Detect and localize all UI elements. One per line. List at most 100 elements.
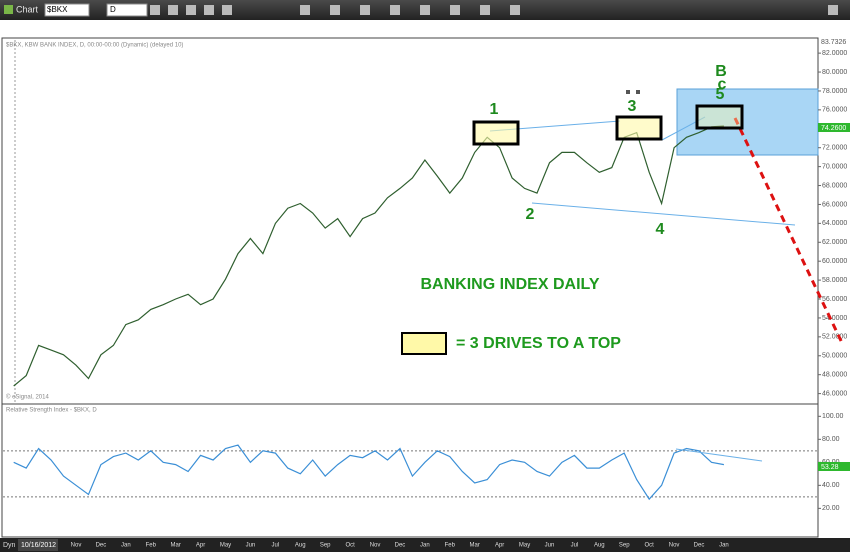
y-tick-label: 80.00 (822, 436, 840, 443)
last-price-label: 74.2600 (821, 125, 846, 132)
marker (636, 90, 640, 94)
trendline (531, 202, 796, 226)
x-tick-label: Feb (445, 543, 456, 549)
last-price-tag (818, 123, 850, 132)
y-tick-label: 66.0000 (822, 201, 847, 208)
projection-line (733, 117, 845, 346)
y-tick-label: 50.0000 (822, 353, 847, 360)
y-tick-label: 62.0000 (822, 239, 847, 246)
x-tick-label: Feb (146, 543, 157, 549)
x-tick-label: Dec (694, 543, 705, 549)
x-tick-label: Jan (420, 543, 430, 549)
y-tick-label: 58.0000 (822, 277, 847, 284)
x-tick-label: Dec (395, 543, 406, 549)
tool-icon[interactable] (480, 5, 490, 15)
x-tick-label: Jan (121, 543, 131, 549)
tool-icon[interactable] (204, 5, 214, 15)
wave-label: 1 (490, 101, 499, 118)
toolbar-icons (150, 5, 838, 15)
y-tick-label: 70.0000 (822, 163, 847, 170)
tool-icon[interactable] (330, 5, 340, 15)
cursor-date-box (18, 539, 58, 551)
x-tick-label: Jun (545, 543, 555, 549)
status-mode: Dyn (3, 542, 16, 549)
drive-box (472, 120, 520, 146)
x-tick-label: Sep (320, 543, 331, 549)
tool-icon[interactable] (450, 5, 460, 15)
tool-icon[interactable] (186, 5, 196, 15)
y-tick-label: 56.0000 (822, 296, 847, 303)
y-tick-label: 68.0000 (822, 182, 847, 189)
x-tick-label: Nov (669, 543, 680, 549)
series-line (13, 125, 724, 387)
series-line (13, 444, 725, 501)
drive-box (695, 104, 744, 130)
x-tick-label: Apr (196, 543, 205, 549)
x-tick-label: Mar (171, 543, 181, 549)
y-tick-label: 60.0000 (822, 258, 847, 265)
window-title: Chart (16, 4, 39, 14)
x-tick-label: Nov (71, 543, 82, 549)
rsi-pane-title: Relative Strength Index - $BKX, D (6, 408, 97, 414)
wave-label: B (715, 63, 727, 80)
y-tick-label: 76.0000 (822, 107, 847, 114)
y-tick-label: 80.0000 (822, 69, 847, 76)
y-tick-label: 46.0000 (822, 390, 847, 397)
x-tick-label: May (220, 543, 231, 549)
tool-icon[interactable] (390, 5, 400, 15)
x-tick-label: Aug (594, 543, 605, 549)
wave-label: 4 (656, 221, 665, 238)
tool-icon[interactable] (150, 5, 160, 15)
legend-box (401, 332, 447, 355)
y-tick-label: 100.00 (822, 413, 844, 420)
wave-label: 5 (716, 86, 725, 103)
marker (626, 90, 630, 94)
x-tick-label: Dec (96, 543, 107, 549)
x-tick-label: Jul (571, 543, 579, 549)
tool-icon[interactable] (222, 5, 232, 15)
y-tick-label: 64.0000 (822, 220, 847, 227)
wave-label: 3 (628, 98, 637, 115)
app-icon (4, 5, 13, 14)
tool-icon[interactable] (168, 5, 178, 15)
x-tick-label: Aug (295, 543, 306, 549)
tool-icon[interactable] (420, 5, 430, 15)
y-tick-label: 78.0000 (822, 88, 847, 95)
y-tick-label: 48.0000 (822, 372, 847, 379)
tool-icon[interactable] (510, 5, 520, 15)
rsi-last-tag (818, 462, 850, 471)
cursor-date: 10/16/2012 (21, 542, 56, 549)
drawings (401, 90, 845, 462)
wave-label: 2 (526, 206, 535, 223)
copyright: © eSignal, 2014 (6, 394, 49, 401)
y-tick-label: 82.0000 (822, 50, 847, 57)
y-tick-label: 20.00 (822, 505, 840, 512)
y-tick-label: 40.00 (822, 482, 840, 489)
legend-text: = 3 DRIVES TO A TOP (456, 335, 621, 352)
time-axis-bar (0, 538, 850, 552)
tool-icon[interactable] (300, 5, 310, 15)
rsi-last-label: 53.28 (821, 464, 839, 471)
tool-icon[interactable] (828, 5, 838, 15)
tool-icon[interactable] (360, 5, 370, 15)
x-tick-label: Jan (719, 543, 729, 549)
drive-box (615, 115, 663, 141)
x-tick-label: Oct (345, 543, 355, 549)
x-tick-label: May (519, 543, 530, 549)
x-tick-label: Oct (644, 543, 654, 549)
symbol-text: $BKX (47, 5, 68, 14)
interval-text: D (110, 5, 116, 14)
headline: BANKING INDEX DAILY (421, 276, 600, 293)
wave-label: c (718, 76, 727, 93)
x-tick-label: Sep (619, 543, 630, 549)
y-tick-label: 54.0000 (822, 315, 847, 322)
interval-input[interactable] (106, 3, 148, 17)
y-tick-label: 52.0000 (822, 334, 847, 341)
x-tick-label: Jun (246, 543, 256, 549)
symbol-input[interactable] (44, 3, 90, 17)
x-tick-label: Nov (370, 543, 381, 549)
x-tick-label: Jul (272, 543, 280, 549)
rsi-trendline (675, 448, 763, 462)
